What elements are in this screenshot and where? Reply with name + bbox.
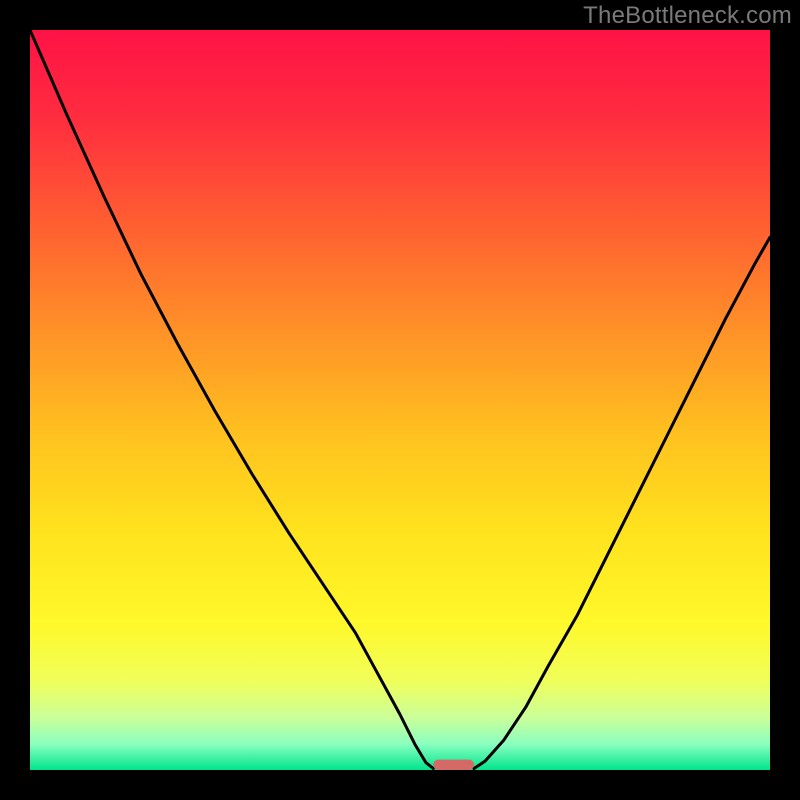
- watermark-text: TheBottleneck.com: [583, 2, 792, 30]
- plot-background: [30, 30, 770, 770]
- minimum-marker: [433, 760, 474, 770]
- bottleneck-chart: [0, 0, 800, 800]
